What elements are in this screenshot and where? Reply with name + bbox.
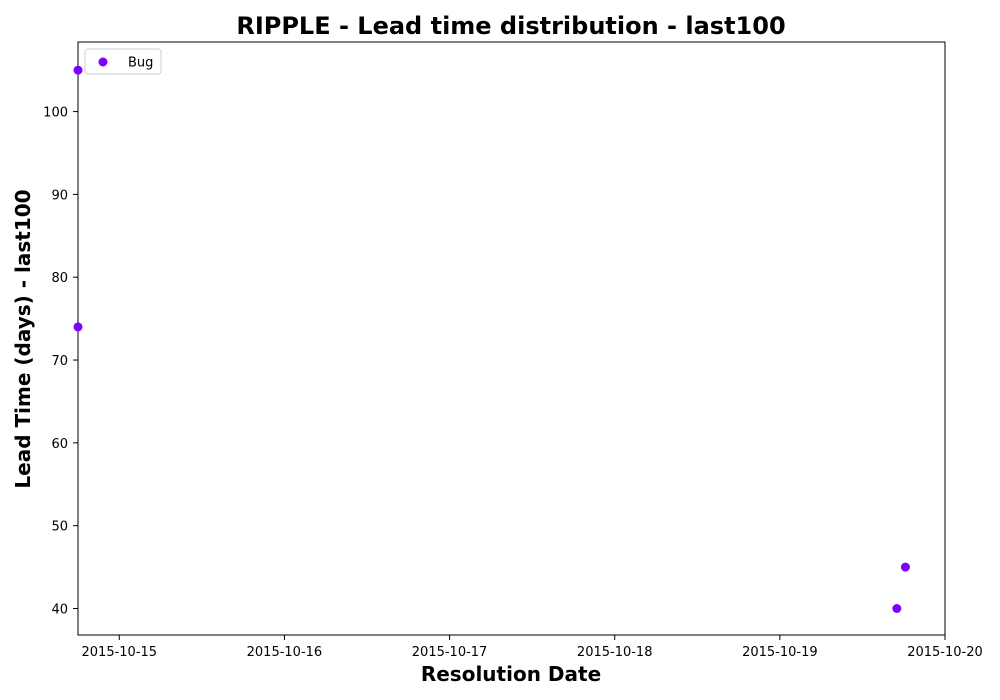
y-tick-label: 80 xyxy=(51,271,68,286)
plot-frame xyxy=(77,41,946,636)
legend-marker xyxy=(98,57,108,67)
y-tick-label: 90 xyxy=(51,188,68,203)
y-tick-label: 50 xyxy=(51,520,68,535)
legend-label: Bug xyxy=(128,56,153,71)
data-point xyxy=(73,65,83,75)
legend-box xyxy=(84,48,162,75)
x-tick-label: 2015-10-19 xyxy=(742,645,818,660)
plot-area: 2015-10-15 2015-10-16 2015-10-17 2015-10-18… xyxy=(43,41,983,660)
x-axis-label: Resolution Date xyxy=(421,662,601,686)
y-axis-label: Lead Time (days) - last100 xyxy=(11,189,35,488)
x-tick-label: 2015-10-15 xyxy=(82,645,158,660)
y-tick-label: 100 xyxy=(43,106,68,121)
data-point xyxy=(73,322,83,332)
x-tick-label: 2015-10-16 xyxy=(247,645,323,660)
y-tick-label: 70 xyxy=(51,354,68,369)
x-tick-label: 2015-10-17 xyxy=(412,645,488,660)
y-tick-label: 40 xyxy=(51,602,68,617)
data-point xyxy=(900,562,910,572)
x-tick-label: 2015-10-18 xyxy=(577,645,653,660)
chart-title: RIPPLE - Lead time distribution - last10… xyxy=(236,12,785,40)
y-tick-label: 60 xyxy=(51,437,68,452)
data-point xyxy=(892,603,902,613)
x-tick-label: 2015-10-20 xyxy=(907,645,983,660)
